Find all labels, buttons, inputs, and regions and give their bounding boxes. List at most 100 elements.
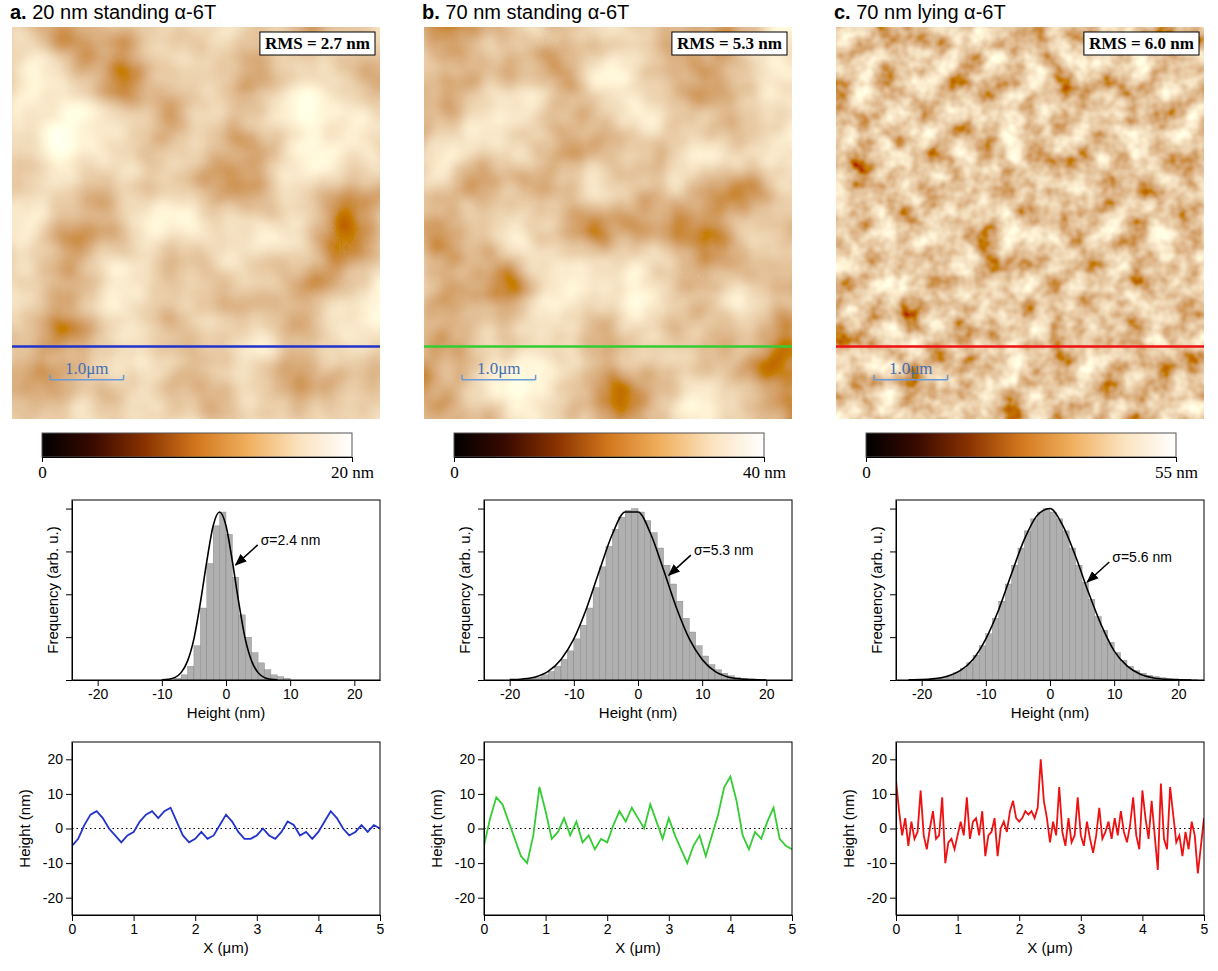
figure: a. 20 nm standing α-6TRMS = 2.7 nm1.0μm0… xyxy=(0,0,1218,971)
tick-label: 10 xyxy=(47,786,63,802)
tick-label: 0 xyxy=(223,686,231,702)
axis-line xyxy=(485,915,793,916)
tick xyxy=(66,680,72,681)
tick-mark xyxy=(66,680,72,681)
scale-bar-label: 1.0μm xyxy=(65,359,109,378)
afm-image xyxy=(424,27,792,419)
tick xyxy=(478,551,484,552)
histogram-bar xyxy=(213,526,219,680)
x-axis: -20-1001020 xyxy=(73,680,381,702)
profile-line xyxy=(484,777,792,864)
tick: 0 xyxy=(635,680,643,702)
tick-label: 4 xyxy=(727,921,735,937)
plot-frame xyxy=(72,500,380,680)
scale-bar-end xyxy=(49,375,51,380)
tick xyxy=(478,637,484,638)
tick-label: -10 xyxy=(43,855,63,871)
tick-label: 20 xyxy=(871,751,887,767)
y-axis xyxy=(66,501,73,681)
tick: 10 xyxy=(1107,680,1123,702)
histogram-bar xyxy=(677,601,683,680)
tick-mark xyxy=(454,457,455,462)
tick-mark xyxy=(478,759,484,760)
x-axis: -20-1001020 xyxy=(897,680,1205,702)
rms-box: RMS = 2.7 nm xyxy=(260,32,375,55)
histogram-panel: -20-1001020Height (nm)Frequency (arb. u.… xyxy=(44,500,381,721)
tick-mark xyxy=(890,863,896,864)
tick-mark xyxy=(478,594,484,595)
tick-mark xyxy=(866,457,867,462)
tick: -20 xyxy=(455,890,484,906)
scale-bar-end xyxy=(461,375,463,380)
tick: 20 xyxy=(347,680,363,702)
histogram-bar xyxy=(606,546,612,680)
profile-line xyxy=(72,808,380,846)
tick-mark xyxy=(66,551,72,552)
tick-mark xyxy=(478,863,484,864)
histogram-bar xyxy=(207,563,213,680)
y-axis-title: Height (nm) xyxy=(16,789,33,867)
tick-label: 5 xyxy=(789,921,797,937)
tick: 0 xyxy=(467,820,484,836)
tick xyxy=(478,680,484,681)
tick: 0 xyxy=(1047,680,1055,702)
tick-label: 55 nm xyxy=(1155,463,1198,482)
tick-mark xyxy=(66,637,72,638)
tick xyxy=(890,594,896,595)
annotation: σ=2.4 nm xyxy=(261,532,321,548)
tick: 0 xyxy=(481,915,489,937)
tick: 2 xyxy=(604,915,612,937)
tick: 0 xyxy=(879,820,896,836)
tick: 55 nm xyxy=(1155,457,1198,482)
tick-mark xyxy=(66,794,72,795)
tick-label: 2 xyxy=(604,921,612,937)
annotation-arrow xyxy=(669,555,691,575)
scale-bar-line xyxy=(50,379,124,381)
tick: 5 xyxy=(1201,915,1209,937)
histogram-bar xyxy=(986,634,992,680)
tick: 0 xyxy=(69,915,77,937)
axis-line xyxy=(484,743,485,916)
tick-label: 10 xyxy=(695,686,711,702)
axis-line xyxy=(897,915,1205,916)
histogram-bar xyxy=(1005,584,1011,680)
tick-mark xyxy=(66,759,72,760)
histogram-bar xyxy=(1095,617,1101,680)
baseline xyxy=(72,828,380,829)
profile-cut xyxy=(12,345,380,348)
rms-box: RMS = 6.0 nm xyxy=(1084,32,1199,55)
tick: 0 xyxy=(893,915,901,937)
tick-label: -20 xyxy=(500,686,520,702)
color-bar-axis: 020 nm xyxy=(38,457,374,482)
histogram-bar xyxy=(194,646,200,680)
tick: -10 xyxy=(564,680,584,702)
tick: 2 xyxy=(192,915,200,937)
tick-label: -20 xyxy=(455,890,475,906)
tick-label: -10 xyxy=(976,686,996,702)
annotation-arrow xyxy=(1087,562,1109,582)
tick: -10 xyxy=(152,680,172,702)
tick: 10 xyxy=(695,680,711,702)
tick-mark xyxy=(352,457,353,462)
tick-label: -10 xyxy=(152,686,172,702)
rms-background xyxy=(1084,32,1199,55)
tick xyxy=(478,509,484,510)
fit-curve xyxy=(510,512,767,680)
tick-label: 5 xyxy=(377,921,385,937)
profile-panel: 012345-20-1001020X (μm)Height (nm) xyxy=(428,742,797,956)
tick-mark xyxy=(478,680,484,681)
image-panel: a. 20 nm standing α-6TRMS = 2.7 nm1.0μm0… xyxy=(10,1,380,482)
tick-label: 2 xyxy=(1016,921,1024,937)
tick-label: 0 xyxy=(1047,686,1055,702)
histogram-bar xyxy=(644,521,650,680)
profile-cut xyxy=(424,345,792,348)
tick-label: -20 xyxy=(43,890,63,906)
histogram-bar xyxy=(1056,519,1062,680)
tick xyxy=(66,594,72,595)
axis-line xyxy=(455,457,765,458)
plot-frame xyxy=(484,742,792,915)
histogram-bar xyxy=(580,625,586,680)
tick xyxy=(66,637,72,638)
histogram-bar xyxy=(1063,531,1069,680)
tick: -10 xyxy=(867,855,896,871)
